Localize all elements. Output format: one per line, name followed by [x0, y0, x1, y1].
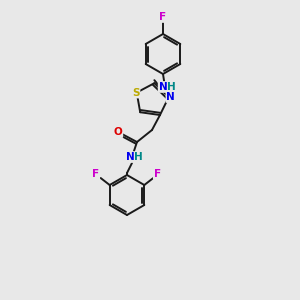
Text: H: H	[167, 82, 176, 92]
Text: O: O	[114, 127, 122, 137]
Text: H: H	[134, 152, 142, 162]
Text: F: F	[154, 169, 161, 179]
Text: F: F	[159, 12, 167, 22]
Text: N: N	[159, 82, 167, 92]
Text: S: S	[132, 88, 140, 98]
Text: F: F	[92, 169, 99, 179]
Text: N: N	[126, 152, 134, 162]
Text: N: N	[167, 92, 175, 102]
